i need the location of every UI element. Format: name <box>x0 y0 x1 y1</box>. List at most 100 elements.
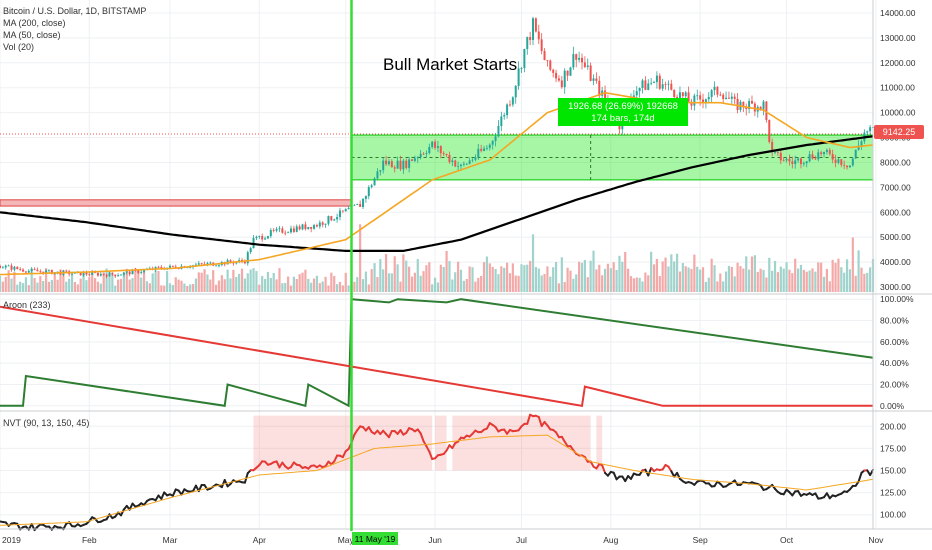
volume-bar <box>552 267 555 292</box>
candle-body <box>292 228 295 232</box>
volume-bar <box>119 278 123 292</box>
candle-body <box>820 152 823 155</box>
legend-symbol: Bitcoin / U.S. Dollar, 1D, BITSTAMP <box>3 6 146 16</box>
volume-bar <box>851 237 854 292</box>
volume-bar <box>145 281 149 292</box>
nvt-pane[interactable] <box>0 413 874 532</box>
volume-bar <box>413 272 416 292</box>
candle-body <box>1 267 4 269</box>
candle-body <box>491 140 494 145</box>
candle-body <box>817 152 820 160</box>
volume-bar <box>275 279 278 292</box>
volume-bar <box>382 269 385 292</box>
candle-body <box>823 151 826 155</box>
nvt-line-segment <box>160 491 166 500</box>
candle-body <box>647 83 650 90</box>
candle-body <box>45 270 48 274</box>
volume-bar <box>359 224 362 292</box>
candle-body <box>338 210 341 218</box>
volume-bar <box>13 271 16 292</box>
candle-body <box>534 18 537 32</box>
ma200-line <box>0 135 874 252</box>
volume-bar <box>347 285 350 292</box>
volume-bar <box>111 274 114 292</box>
volume-bar <box>186 285 189 292</box>
candle-body <box>272 230 275 231</box>
volume-bar <box>837 258 840 292</box>
volume-bar <box>451 279 454 292</box>
candle-body <box>445 154 448 156</box>
candle-body <box>719 94 722 96</box>
volume-bar <box>477 277 480 292</box>
volume-bar <box>710 258 713 292</box>
volume-bar <box>529 260 532 292</box>
volume-bar <box>171 285 174 292</box>
candle-body <box>197 263 200 265</box>
volume-bar <box>226 269 229 292</box>
volume-bar <box>304 269 307 292</box>
candle-body <box>298 226 301 230</box>
candle-body <box>114 274 117 277</box>
volume-bar <box>733 276 736 292</box>
candle-body <box>313 225 316 229</box>
volume-bar <box>716 281 719 292</box>
volume-bar <box>408 266 411 292</box>
volume-bar <box>240 268 244 292</box>
candle-body <box>586 65 589 67</box>
volume-bar <box>125 268 128 292</box>
volume-bar <box>572 278 575 292</box>
volume-bar <box>243 278 247 292</box>
candle-body <box>258 236 261 237</box>
candle-body <box>353 204 356 206</box>
candle-body <box>390 161 393 168</box>
volume-bar <box>820 262 823 292</box>
candle-body <box>4 265 7 268</box>
candle-body <box>684 92 687 97</box>
candle-body <box>105 274 108 277</box>
candle-body <box>99 273 102 276</box>
candle-body <box>396 160 399 169</box>
volume-bar <box>433 277 437 292</box>
volume-bar <box>650 251 653 292</box>
candle-body <box>275 228 278 231</box>
candle-body <box>805 161 808 164</box>
candle-body <box>215 265 218 267</box>
nvt-line-segment <box>601 464 607 474</box>
volume-bar <box>580 262 584 292</box>
nvt-line-segment <box>629 472 635 480</box>
candle-body <box>56 271 59 273</box>
candle-body <box>471 159 474 161</box>
volume-bar <box>266 271 270 292</box>
volume-bar <box>488 263 491 292</box>
volume-bar <box>140 277 143 292</box>
volume-bar <box>569 270 572 292</box>
nvt-tick-label: 200.00 <box>880 421 906 431</box>
volume-bar <box>860 267 863 292</box>
candle-body <box>264 238 267 240</box>
x-tick-label: Oct <box>780 535 794 545</box>
volume-bar <box>148 283 151 292</box>
candle-body <box>814 158 817 160</box>
candle-body <box>373 178 376 186</box>
measure-label-box <box>558 98 688 126</box>
candle-body <box>24 271 27 273</box>
volume-bar <box>373 263 376 292</box>
price-tick-label: 8000.00 <box>880 157 911 167</box>
candle-body <box>266 236 269 239</box>
volume-bar <box>494 269 497 292</box>
aroon-pane[interactable] <box>0 298 874 408</box>
candle-body <box>661 84 664 89</box>
volume-bar <box>191 284 195 292</box>
volume-bar <box>822 276 826 292</box>
volume-bar <box>557 283 561 292</box>
volume-bar <box>367 284 370 292</box>
candle-body <box>399 160 402 170</box>
candle-body <box>419 153 422 158</box>
candle-body <box>454 160 457 167</box>
volume-bar <box>693 254 696 292</box>
volume-bar <box>422 271 425 292</box>
volume-bar <box>629 276 633 292</box>
candle-body <box>327 216 330 224</box>
candle-body <box>699 95 702 100</box>
price-pane[interactable] <box>0 16 875 292</box>
